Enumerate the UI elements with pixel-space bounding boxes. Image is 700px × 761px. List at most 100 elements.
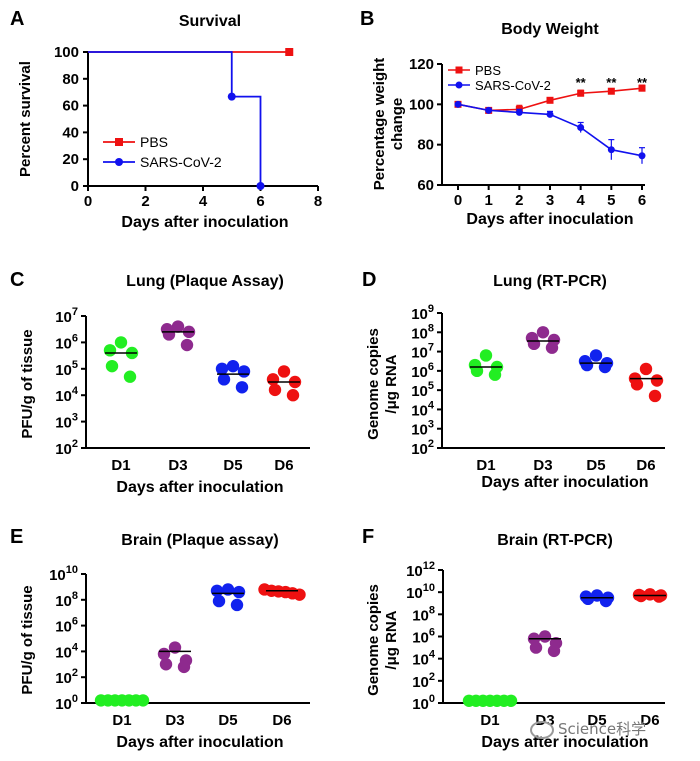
data-point [237, 365, 251, 378]
data-point-b [515, 108, 523, 116]
y-axis-title-d-line: /μg RNA [383, 354, 400, 413]
y-tick-label-a: 100 [54, 44, 79, 61]
y-tick-label: 100 [55, 693, 78, 713]
y-tick-label: 108 [411, 322, 434, 342]
data-point [177, 660, 191, 674]
x-axis-title-b: Days after inoculation [466, 211, 633, 228]
x-tick-label-d1: D1 [480, 712, 499, 729]
x-tick-label-d3: D3 [168, 457, 187, 474]
y-tick-label-a: 0 [71, 178, 79, 195]
x-tick-label-d1: D1 [111, 457, 130, 474]
y-tick-label: 102 [412, 671, 435, 691]
data-point [286, 389, 300, 402]
data-point [581, 592, 595, 606]
y-tick-label: 104 [55, 385, 79, 405]
data-point [648, 389, 662, 403]
x-axis-title-f: Days after inoculation [481, 734, 648, 751]
x-tick-label-d1: D1 [476, 457, 495, 474]
data-point [162, 328, 176, 341]
y-tick-label: 108 [55, 590, 78, 610]
data-point [268, 383, 282, 397]
y-axis-title-c-line: PFU/g of tissue [19, 329, 36, 438]
y-tick-label: 105 [411, 380, 434, 400]
data-point [545, 341, 559, 354]
legend-marker-a [115, 158, 123, 166]
data-point [580, 358, 594, 372]
panel-letter-B: B [360, 8, 374, 30]
y-axis-title-d: Genome copies/μg RNA [365, 328, 400, 440]
y-tick-label: 106 [411, 361, 434, 381]
y-tick-label: 103 [411, 419, 434, 439]
chart-title-b: Body Weight [501, 21, 599, 38]
data-point [547, 644, 561, 658]
data-point [232, 585, 246, 599]
data-point [599, 594, 613, 608]
data-point-a [256, 182, 265, 190]
x-tick-label-d1: D1 [112, 712, 131, 729]
x-tick-label-d3: D3 [533, 457, 552, 474]
data-point [529, 641, 543, 654]
watermark: Science科学 [530, 718, 646, 739]
data-point [226, 359, 240, 373]
x-tick-label-b: 3 [546, 192, 554, 209]
x-tick-label-d5: D5 [587, 712, 606, 729]
panel-letter-C: C [10, 269, 24, 291]
chart-title-c: Lung (Plaque Assay) [126, 273, 284, 290]
data-point [527, 337, 541, 351]
y-tick-label: 102 [55, 438, 78, 458]
y-tick-label: 1010 [49, 564, 78, 584]
y-tick-label-a: 80 [62, 71, 79, 88]
panel-letter-D: D [362, 269, 376, 291]
x-axis-title-e: Days after inoculation [116, 734, 283, 751]
data-point [168, 641, 182, 654]
data-point-b [546, 110, 554, 118]
data-point [630, 378, 644, 391]
y-tick-label: 106 [412, 627, 435, 647]
data-point [136, 694, 150, 707]
x-tick-label-d6: D6 [640, 712, 659, 729]
data-point-b [607, 146, 615, 154]
legend-label-b: PBS [475, 63, 501, 78]
y-axis-title-a-line: Percent survival [17, 61, 34, 177]
legend-marker-b [455, 81, 463, 89]
y-axis-title-a: Percent survival [17, 61, 34, 177]
y-tick-label-b: 80 [417, 137, 434, 154]
data-point [650, 374, 664, 387]
x-tick-label-b: 0 [454, 192, 462, 209]
y-tick-label: 106 [55, 332, 78, 352]
y-tick-label: 100 [412, 693, 435, 713]
significance-annotation-b: ** [606, 75, 617, 90]
data-point [159, 658, 173, 671]
x-axis-title-c: Days after inoculation [116, 479, 283, 496]
y-axis-title-d-line: Genome copies [365, 328, 382, 440]
y-axis-title-b-line: change [389, 98, 406, 151]
data-point [589, 349, 603, 362]
x-tick-label-a: 4 [199, 193, 208, 210]
y-tick-label: 104 [412, 649, 436, 669]
data-point [470, 364, 484, 378]
y-tick-label: 106 [55, 616, 78, 636]
x-tick-label-b: 2 [515, 192, 523, 209]
y-tick-label: 107 [55, 306, 78, 326]
panel-letter-F: F [362, 526, 374, 548]
x-axis-title-a: Days after inoculation [121, 214, 288, 231]
significance-annotation-b: ** [637, 75, 648, 90]
data-point [215, 362, 229, 375]
y-tick-label: 102 [411, 438, 434, 458]
x-tick-label-a: 6 [256, 193, 264, 210]
y-tick-label: 104 [55, 641, 79, 661]
y-tick-label: 105 [55, 359, 78, 379]
data-point-b [577, 89, 585, 97]
y-axis-title-f-line: Genome copies [365, 584, 382, 696]
data-point [538, 630, 552, 643]
y-tick-label-b: 120 [409, 56, 434, 73]
y-tick-label-b: 100 [409, 96, 434, 113]
data-point [639, 362, 653, 376]
y-axis-title-b: Percentage weight change [371, 58, 406, 191]
y-tick-label: 107 [411, 342, 434, 362]
data-point [652, 590, 666, 603]
data-point [103, 344, 117, 357]
x-tick-label-d5: D5 [223, 457, 242, 474]
chart-title-e: Brain (Plaque assay) [121, 532, 278, 549]
data-point-b [546, 96, 554, 104]
